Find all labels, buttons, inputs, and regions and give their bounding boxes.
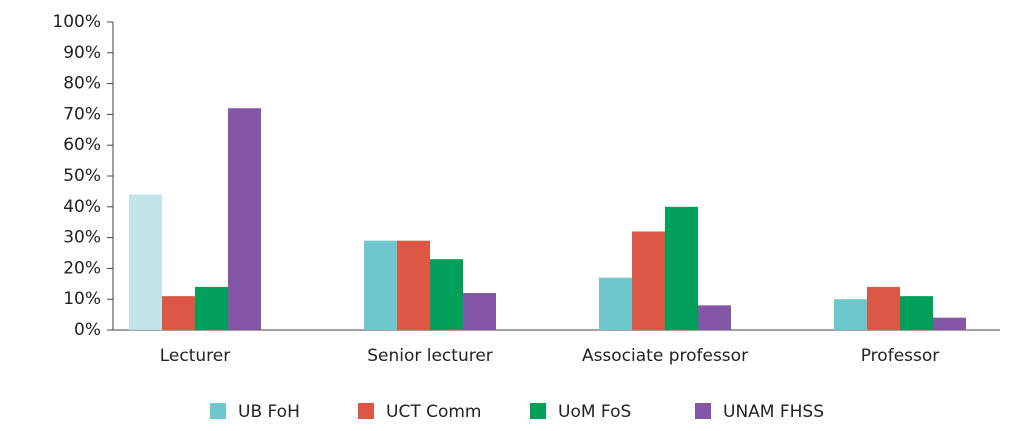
bar	[397, 240, 430, 330]
bar	[430, 259, 463, 330]
bar	[162, 296, 195, 330]
bar	[900, 296, 933, 330]
bar	[129, 194, 162, 330]
y-tick-label: 0%	[74, 320, 101, 340]
y-tick-label: 30%	[63, 228, 101, 248]
bar	[364, 240, 397, 330]
x-tick-label: Lecturer	[160, 346, 230, 366]
bar	[665, 206, 698, 330]
bar	[834, 299, 867, 330]
bar	[228, 108, 261, 331]
bar	[463, 293, 496, 330]
y-tick-label: 60%	[63, 135, 101, 155]
y-tick-label: 10%	[63, 289, 101, 309]
bar	[632, 231, 665, 330]
legend-label: UoM FoS	[558, 402, 631, 422]
bar	[195, 286, 228, 330]
y-tick-label: 100%	[52, 12, 101, 32]
legend-swatch	[530, 403, 546, 419]
y-tick-label: 40%	[63, 197, 101, 217]
x-tick-label: Associate professor	[582, 346, 748, 366]
bar	[933, 317, 966, 330]
x-tick-label: Professor	[861, 346, 940, 366]
x-tick-label: Senior lecturer	[367, 346, 493, 366]
y-tick-label: 50%	[63, 166, 101, 186]
legend-label: UNAM FHSS	[723, 402, 824, 422]
bar	[867, 286, 900, 330]
bar	[599, 277, 632, 330]
y-tick-label: 20%	[63, 258, 101, 278]
bar	[698, 305, 731, 330]
legend-swatch	[695, 403, 711, 419]
legend-label: UB FoH	[238, 402, 300, 422]
y-tick-label: 80%	[63, 74, 101, 94]
legend-swatch	[210, 403, 226, 419]
y-tick-label: 70%	[63, 104, 101, 124]
legend-label: UCT Comm	[386, 402, 482, 422]
y-tick-label: 90%	[63, 43, 101, 63]
legend-swatch	[358, 403, 374, 419]
